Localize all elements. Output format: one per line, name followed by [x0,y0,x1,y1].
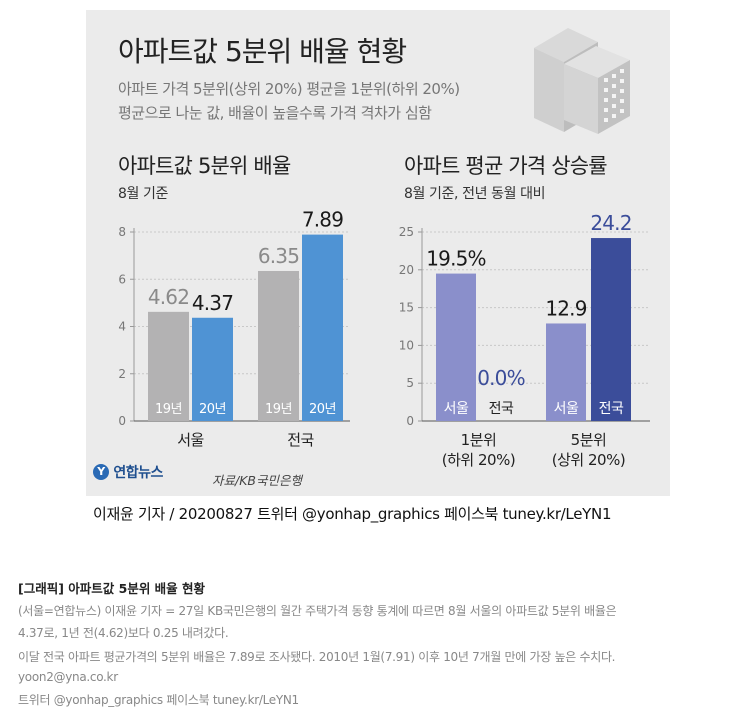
bar-서울 [436,273,476,421]
yonhap-logo: Y 연합뉴스 [93,462,163,482]
article-social: 트위터 @yonhap_graphics 페이스북 tuney.kr/LeYN1 [18,693,299,707]
article-line-3: 이달 전국 아파트 평균가격의 5분위 배율은 7.89로 조사됐다. 2010… [18,650,616,664]
y-tick-label: 20 [399,263,414,277]
bar-series-label: 전국 [599,401,624,417]
y-tick-label: 15 [399,301,414,315]
category-label: 5분위 [571,431,607,449]
data-label: 12.9 [545,296,586,320]
category-label: 전국 [287,431,314,449]
data-source: 자료/KB국민은행 [212,473,302,488]
bar-series-label: 19년 [155,402,182,417]
chart1-subtitle: 8월 기준 [118,186,168,202]
chart2-title: 아파트 평균 가격 상승률 [404,154,608,178]
article-title: [그래픽] 아파트값 5분위 배율 현황 [18,581,206,596]
page-title: 아파트값 5분위 배율 현황 [118,35,407,68]
data-label: 7.89 [302,208,343,232]
chart-multiplier: 0 2 4 6 8 19년 4.62 20년 4.37 서울 19년 6.35 20년 7.89 전국 [118,208,350,449]
y-tick-label: 6 [118,272,126,286]
y-tick-label: 0 [118,414,126,428]
bar-series-label: 전국 [489,401,514,417]
subtitle-line-1: 아파트 가격 5분위(상위 20%) 평균을 1분위(하위 20%) [118,80,460,98]
chart-price-growth: 0 5 10 15 20 25 서울 19.5% 전국 0.0% 1분위 (하위 20%) 서울 12.9… [399,211,650,469]
article-email[interactable]: yoon2@yna.co.kr [18,670,118,684]
bar-series-label: 서울 [444,401,469,417]
category-label: 1분위 [461,431,497,449]
data-label: 6.35 [258,244,299,268]
bar-전국 [591,238,631,421]
data-label: 24.2 [590,211,631,235]
y-tick-label: 5 [406,376,414,390]
bar-19년 [148,311,189,421]
y-tick-label: 10 [399,338,414,352]
byline: 이재윤 기자 / 20200827 트위터 @yonhap_graphics 페… [93,505,612,523]
category-label: (하위 20%) [442,451,515,469]
data-label: 4.37 [192,291,233,315]
bar-series-label: 19년 [265,402,292,417]
y-tick-label: 0 [406,414,414,428]
y-tick-label: 4 [118,320,126,334]
data-label: 19.5% [426,247,486,271]
apartment-building-icon [534,28,630,134]
y-tick-label: 2 [118,367,126,381]
bar-series-label: 20년 [309,402,336,417]
bar-series-label: 서울 [554,401,579,417]
data-label: 0.0% [477,366,525,390]
data-label: 4.62 [148,285,189,309]
bar-20년 [302,234,343,421]
article-line-2: 4.37로, 1년 전(4.62)보다 0.25 내려갔다. [18,626,229,640]
y-tick-label: 25 [399,225,414,239]
chart1-title: 아파트값 5분위 배율 [118,154,291,178]
chart2-subtitle: 8월 기준, 전년 동월 대비 [404,186,546,202]
category-label: 서울 [177,431,204,449]
bar-20년 [192,317,233,421]
bar-서울 [546,323,586,421]
bar-19년 [258,270,299,421]
article-line-1: (서울=연합뉴스) 이재윤 기자 = 27일 KB국민은행의 월간 주택가격 동… [18,604,617,618]
bar-series-label: 20년 [199,402,226,417]
subtitle-line-2: 평균으로 나눈 값, 배율이 높을수록 가격 격차가 심함 [118,104,432,122]
category-label: (상위 20%) [552,451,625,469]
y-tick-label: 8 [118,225,126,239]
